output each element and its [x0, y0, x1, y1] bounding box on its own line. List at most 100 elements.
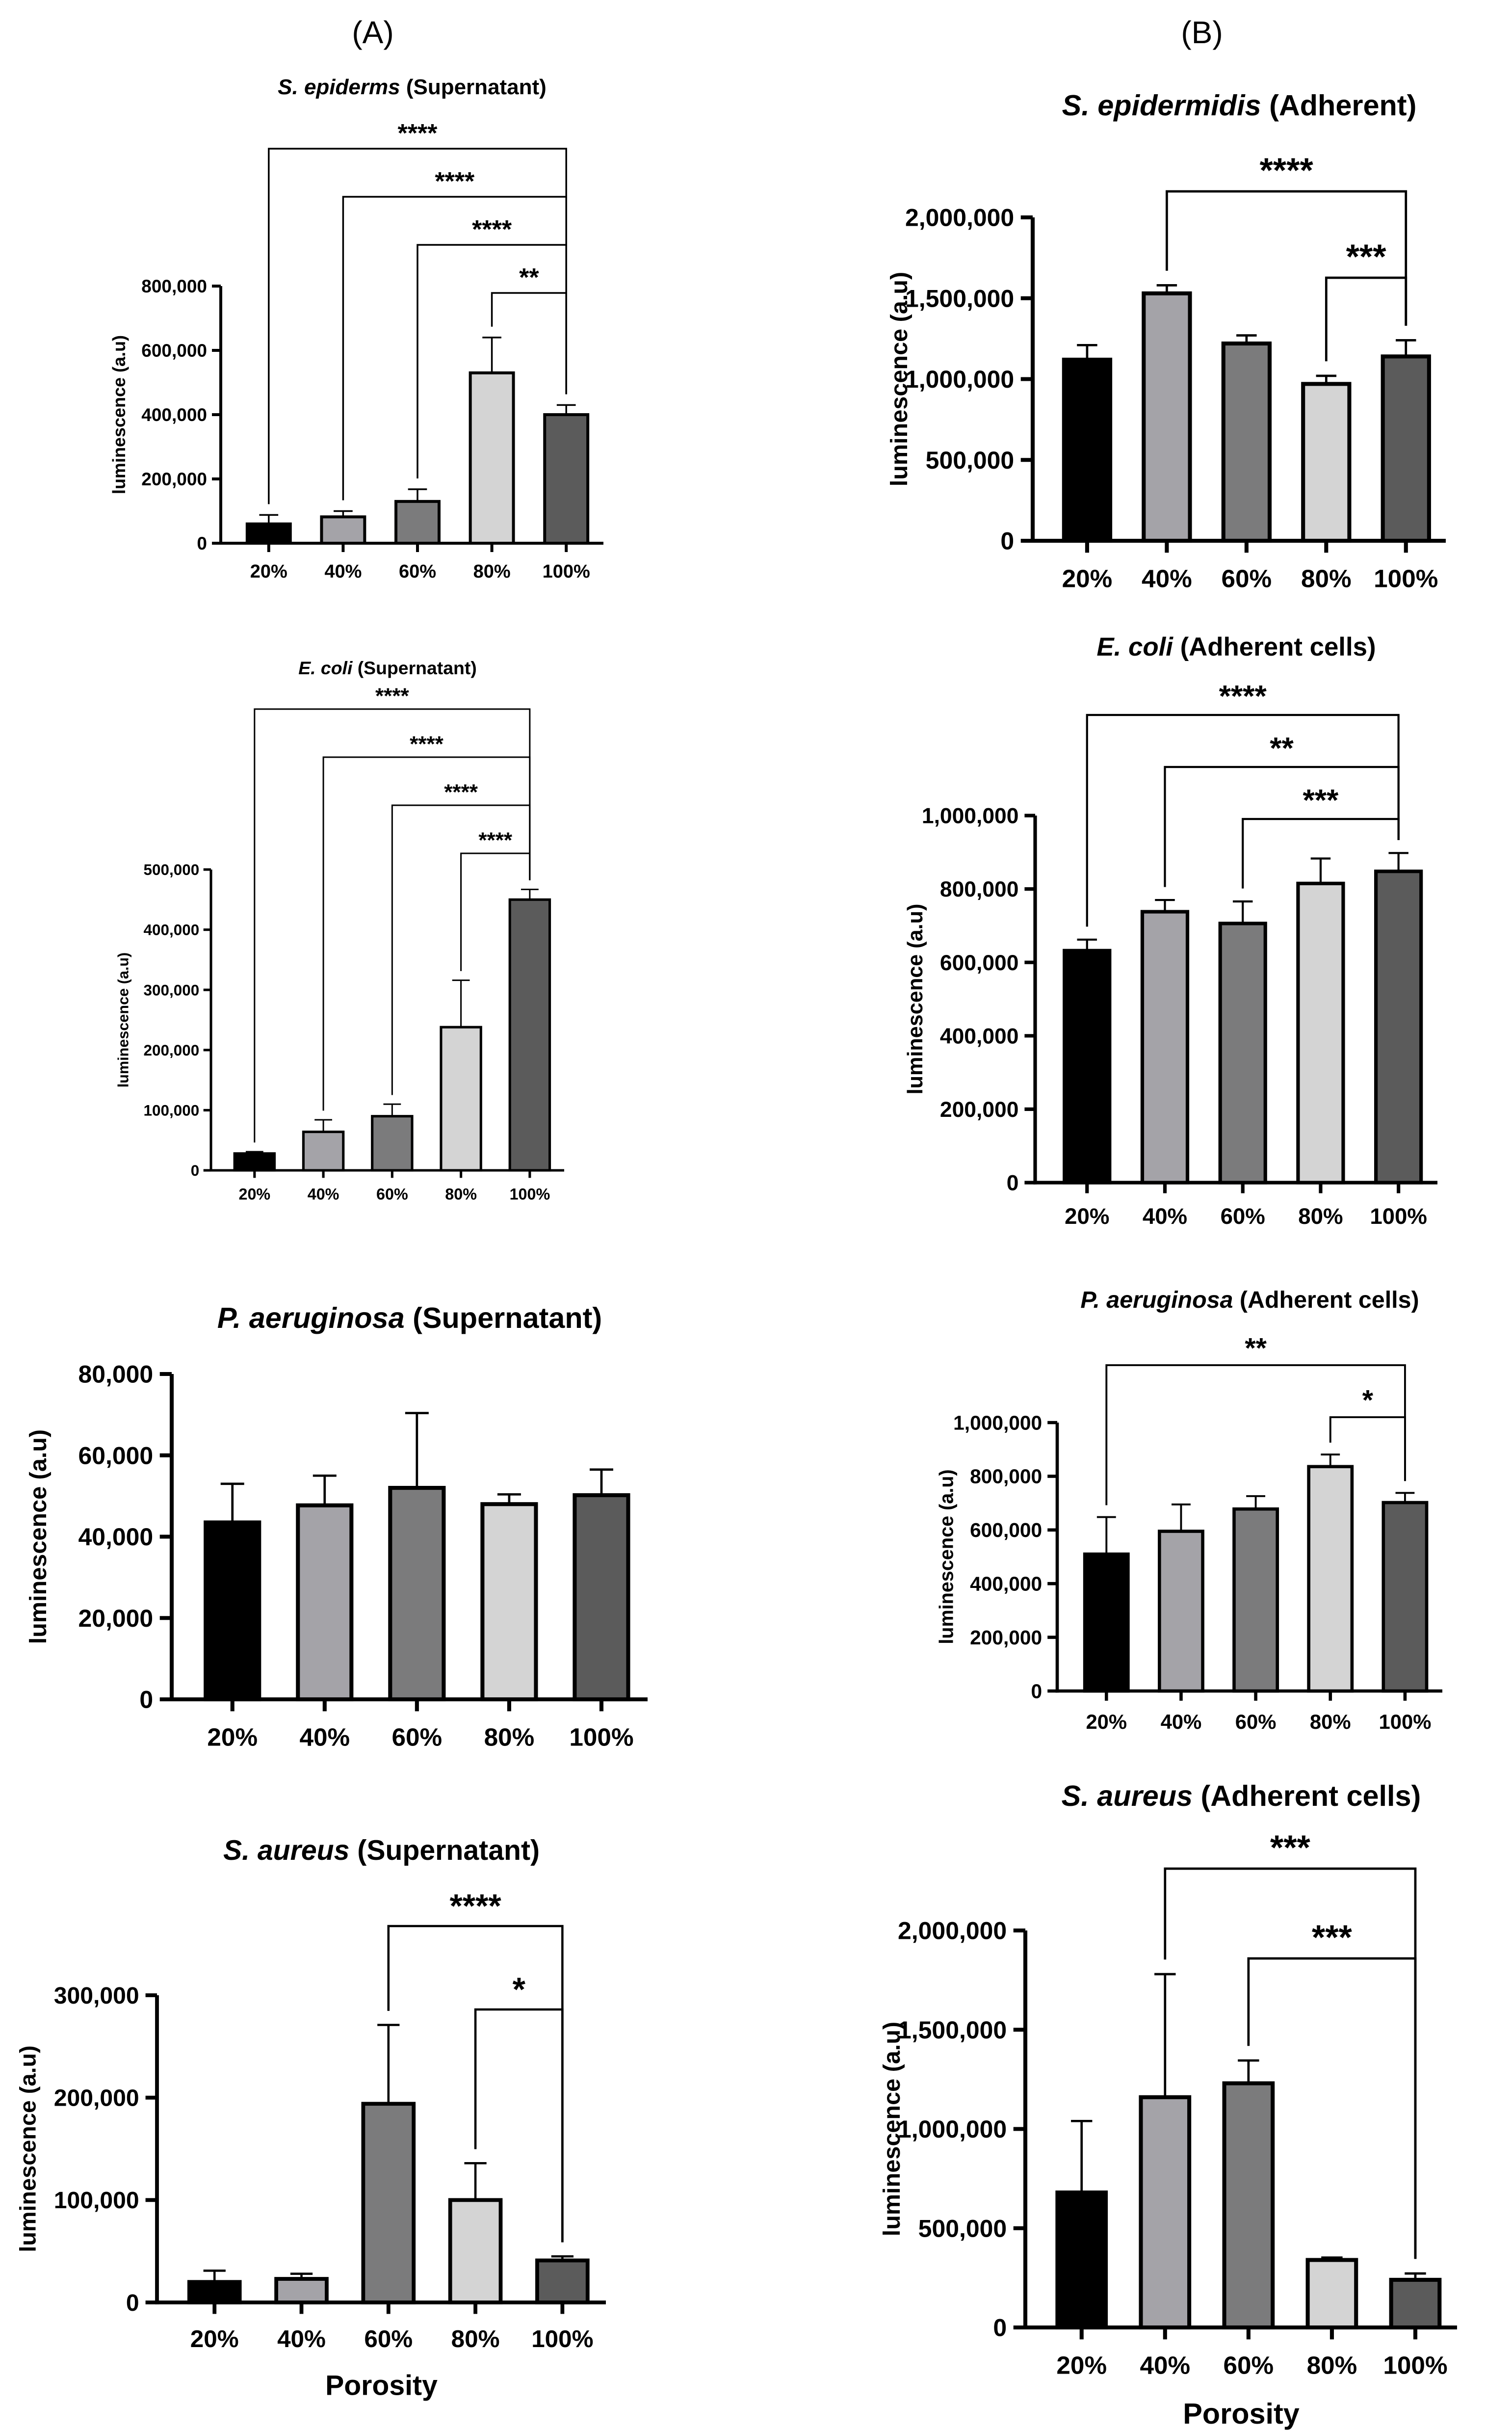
x-tick-label: 40%	[1142, 565, 1192, 593]
y-tick-label: 2,000,000	[905, 204, 1014, 232]
chart-title-italic: P. aeruginosa	[1080, 1287, 1233, 1313]
x-tick-label: 100%	[510, 1186, 550, 1203]
x-tick-label: 20%	[1062, 565, 1113, 593]
significance-bracket	[1247, 1957, 1417, 2259]
chart-title: S. epiderms (Supernatant)	[278, 75, 547, 99]
significance-label: ****	[472, 215, 512, 244]
x-tick-label: 40%	[324, 561, 362, 582]
y-tick-label: 1,500,000	[898, 2016, 1007, 2044]
y-tick-label: 80,000	[78, 1361, 153, 1388]
x-tick-label: 80%	[473, 561, 511, 582]
y-tick-label: 600,000	[141, 341, 207, 361]
y-tick-label: 1,500,000	[905, 285, 1014, 312]
y-tick-label: 1,000,000	[953, 1411, 1042, 1434]
y-axis-label: luminescence (a.u)	[15, 2045, 41, 2252]
bar-40%	[1139, 2095, 1192, 2330]
bar-80%	[469, 371, 515, 545]
y-tick-label: 0	[1000, 528, 1014, 555]
y-tick-label: 800,000	[940, 877, 1018, 901]
significance-label: ***	[1303, 784, 1339, 818]
bar-100%	[1381, 354, 1431, 543]
bar-20%	[1062, 357, 1113, 543]
x-tick-label: 100%	[543, 561, 590, 582]
y-tick-label: 200,000	[970, 1626, 1042, 1649]
chart-title-italic: E. coli	[298, 658, 353, 678]
x-tick-label: 20%	[1086, 1710, 1127, 1733]
significance-bracket	[460, 852, 531, 971]
bar-80%	[1305, 2258, 1358, 2330]
bar-60%	[1222, 2081, 1275, 2330]
y-tick-label: 0	[139, 1686, 153, 1714]
chart-title-italic: S. aureus	[1062, 1779, 1193, 1812]
y-axis-label: luminescence (a.u)	[109, 335, 129, 494]
y-tick-label: 40,000	[78, 1523, 153, 1551]
significance-label: *	[1362, 1385, 1374, 1416]
chart-title-rest: (Supernatant)	[405, 1301, 602, 1334]
chart-title: S. aureus (Adherent cells)	[1062, 1779, 1421, 1812]
chart-ec-sup: E. coli (Supernatant) luminescence (a.u) 0…	[115, 658, 564, 1203]
chart-title-rest: (Adherent cells)	[1233, 1287, 1419, 1313]
y-tick-label: 200,000	[144, 1042, 200, 1059]
significance-bracket	[1242, 818, 1400, 889]
bar-80%	[1301, 382, 1352, 543]
y-tick-label: 100,000	[144, 1102, 200, 1119]
bar-100%	[1382, 1501, 1429, 1693]
chart-pa-adh: P. aeruginosa (Adherent cells) luminescen…	[936, 1287, 1442, 1733]
chart-title: E. coli (Supernatant)	[298, 658, 477, 678]
x-tick-label: 60%	[1222, 565, 1272, 593]
chart-title-italic: S. epidermidis	[1062, 89, 1261, 122]
chart-title: S. epidermidis (Adherent)	[1062, 89, 1417, 122]
significance-label: *	[513, 1971, 526, 2008]
x-tick-label: 40%	[1161, 1710, 1202, 1733]
significance-bracket	[1105, 1364, 1406, 1506]
chart-pa-sup: P. aeruginosa (Supernatant) luminescence …	[25, 1301, 648, 1751]
bar-40%	[302, 1130, 345, 1172]
significance-label: ****	[435, 167, 475, 196]
x-tick-label: 40%	[308, 1186, 339, 1203]
y-tick-label: 600,000	[970, 1519, 1042, 1541]
y-tick-label: 1,000,000	[898, 2115, 1007, 2143]
chart-title: E. coli (Adherent cells)	[1096, 633, 1376, 661]
significance-bracket	[1164, 766, 1400, 887]
bar-60%	[371, 1115, 414, 1172]
bar-40%	[296, 1503, 354, 1702]
bar-60%	[1221, 341, 1272, 543]
x-tick-label: 60%	[1221, 1204, 1265, 1229]
bar-100%	[573, 1493, 630, 1702]
chart-se-sup: S. epiderms (Supernatant) luminescence (a…	[109, 75, 603, 582]
x-tick-label: 80%	[451, 2325, 500, 2352]
significance-label: ****	[1219, 680, 1267, 713]
y-tick-label: 800,000	[141, 276, 207, 296]
significance-bracket	[491, 292, 567, 395]
y-tick-label: 100,000	[54, 2187, 139, 2214]
chart-title-italic: E. coli	[1096, 633, 1173, 661]
significance-label: **	[1270, 732, 1294, 766]
x-tick-label: 60%	[399, 561, 436, 582]
chart-title: P. aeruginosa (Supernatant)	[217, 1301, 602, 1334]
x-tick-label: 100%	[1374, 565, 1438, 593]
bar-40%	[274, 2277, 329, 2304]
x-tick-label: 60%	[1224, 2352, 1274, 2379]
x-tick-label: 80%	[1301, 565, 1352, 593]
x-tick-label: 40%	[299, 1723, 350, 1751]
x-tick-label: 100%	[569, 1723, 633, 1751]
significance-label: ****	[478, 828, 513, 852]
significance-label: **	[1245, 1333, 1267, 1364]
significance-label: ***	[1270, 1828, 1311, 1867]
bar-80%	[440, 1026, 482, 1172]
chart-title: S. aureus (Supernatant)	[223, 1835, 540, 1866]
bar-20%	[233, 1152, 276, 1172]
y-tick-label: 200,000	[54, 2085, 139, 2112]
x-tick-label: 60%	[392, 1723, 443, 1751]
chart-se-adh: S. epidermidis (Adherent) luminescence (a…	[886, 89, 1446, 593]
bar-80%	[448, 2198, 503, 2304]
y-tick-label: 0	[191, 1162, 199, 1179]
significance-label: ***	[1346, 237, 1387, 276]
x-tick-label: 80%	[484, 1723, 535, 1751]
x-tick-label: 20%	[207, 1723, 258, 1751]
x-tick-label: 20%	[1056, 2352, 1107, 2379]
x-tick-label: 80%	[1298, 1204, 1343, 1229]
bar-100%	[535, 2258, 590, 2304]
bar-20%	[1055, 2190, 1108, 2330]
significance-bracket	[1329, 1416, 1406, 1481]
